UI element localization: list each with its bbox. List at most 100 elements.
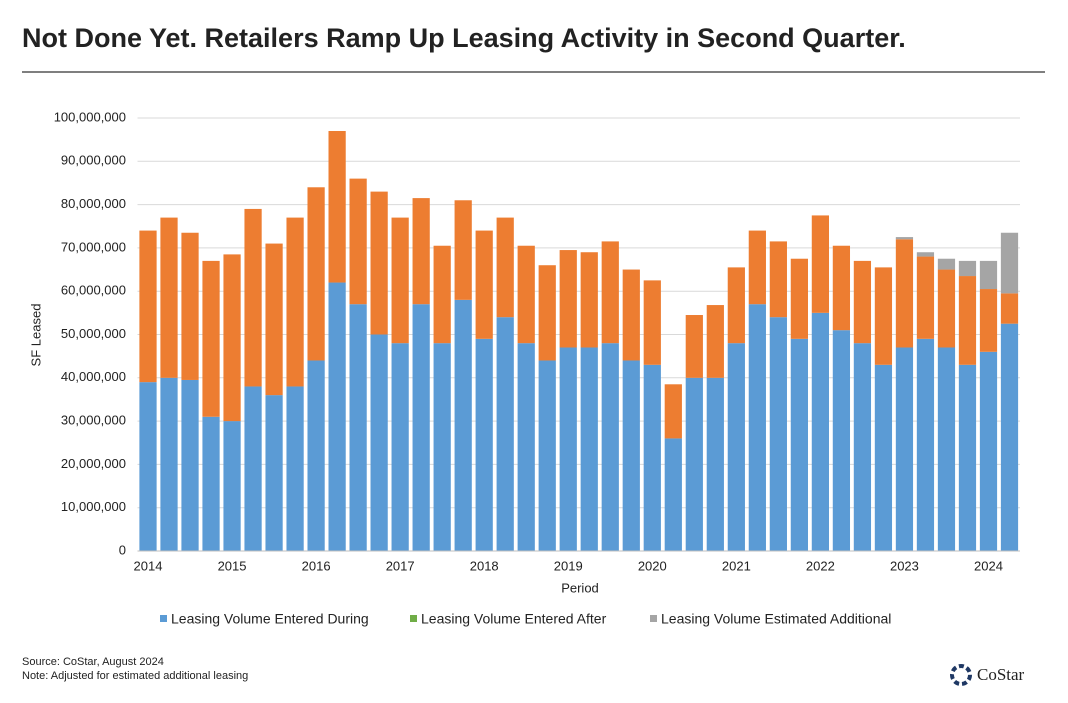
bar-segment xyxy=(748,230,766,305)
bar-segment xyxy=(475,230,493,339)
bar-segment xyxy=(559,347,577,551)
bar-segment xyxy=(517,343,535,551)
x-tick-label: 2017 xyxy=(386,558,415,573)
bar-segment xyxy=(832,330,851,551)
bar-segment xyxy=(979,289,998,352)
bar-segment xyxy=(727,343,745,551)
bar-segment xyxy=(412,304,430,551)
logo: CoStar xyxy=(950,664,1025,686)
bar-segment xyxy=(643,364,661,551)
x-tick-label: 2021 xyxy=(722,558,751,573)
legend-swatch xyxy=(160,615,167,622)
brand: CoStar xyxy=(977,665,1025,684)
bar-segment xyxy=(433,343,451,551)
legend-swatch xyxy=(410,615,417,622)
source-note: Source: CoStar, August 2024 xyxy=(22,656,164,668)
bar-segment xyxy=(958,364,977,551)
bar-segment xyxy=(853,260,872,344)
bar-segment xyxy=(748,304,766,551)
bar-segment xyxy=(643,280,661,365)
x-tick-label: 2020 xyxy=(638,558,667,573)
bar-segment xyxy=(1000,232,1019,294)
bar-segment xyxy=(160,217,178,378)
bar-segment xyxy=(811,215,830,313)
bar-segment xyxy=(979,351,998,551)
x-tick-label: 2022 xyxy=(806,558,835,573)
legend-label: Leasing Volume Entered During xyxy=(171,611,369,627)
bar-segment xyxy=(937,347,956,551)
x-tick-label: 2019 xyxy=(554,558,583,573)
y-tick-label: 60,000,000 xyxy=(61,283,126,298)
bar-segment xyxy=(328,130,346,283)
bar-segment xyxy=(202,260,220,417)
legend-swatch xyxy=(650,615,657,622)
y-tick-label: 0 xyxy=(119,542,126,557)
bar-segment xyxy=(496,317,514,551)
y-tick-label: 10,000,000 xyxy=(61,499,126,514)
bar-segment xyxy=(622,269,640,361)
bar-segment xyxy=(979,260,998,290)
x-tick-label: 2024 xyxy=(974,558,1003,573)
bar-segment xyxy=(160,377,178,551)
bar-segment xyxy=(601,343,619,551)
bar-segment xyxy=(580,252,598,348)
bar-segment xyxy=(790,338,808,551)
bar-segment xyxy=(937,269,956,348)
y-tick-label: 90,000,000 xyxy=(61,153,126,168)
y-tick-label: 20,000,000 xyxy=(61,456,126,471)
bar-segment xyxy=(685,315,703,378)
bar-segment xyxy=(370,191,388,335)
bar-segment xyxy=(895,347,914,551)
bar-segment xyxy=(790,258,808,339)
y-tick-label: 30,000,000 xyxy=(61,413,126,428)
x-tick-label: 2023 xyxy=(890,558,919,573)
bar-segment xyxy=(391,217,409,344)
bar-segment xyxy=(265,395,283,551)
bar-segment xyxy=(307,187,325,361)
y-tick-label: 100,000,000 xyxy=(54,109,126,124)
y-axis-label: SF Leased xyxy=(28,304,43,367)
bar-segment xyxy=(727,267,745,344)
legend-label: Leasing Volume Estimated Additional xyxy=(661,611,891,627)
bar-segment xyxy=(916,252,935,257)
bar-segment xyxy=(412,198,430,305)
legend-label: Leasing Volume Entered After xyxy=(421,611,607,627)
bar-segment xyxy=(601,241,619,344)
bar-segment xyxy=(916,256,935,339)
bar-segment xyxy=(832,245,851,331)
bar-segment xyxy=(370,334,388,551)
bar-segment xyxy=(958,276,977,365)
bar-segment xyxy=(895,237,914,240)
bar-segment xyxy=(307,360,325,551)
bar-segment xyxy=(139,230,157,383)
bar-segment xyxy=(580,347,598,551)
bar-segment xyxy=(769,317,787,551)
bar-segment xyxy=(559,250,577,348)
bar-segment xyxy=(181,379,199,551)
bar-segment xyxy=(454,200,472,300)
bar-segment xyxy=(664,438,682,551)
bar-segment xyxy=(874,267,893,365)
bar-segment xyxy=(1000,323,1019,551)
bar-segment xyxy=(223,254,241,422)
x-tick-label: 2018 xyxy=(470,558,499,573)
bar-segment xyxy=(685,377,703,551)
bar-segment xyxy=(538,265,556,361)
x-tick-label: 2014 xyxy=(134,558,163,573)
bar-segment xyxy=(916,338,935,551)
bar-segment xyxy=(475,338,493,551)
bar-segment xyxy=(937,258,956,270)
chart-title: Not Done Yet. Retailers Ramp Up Leasing … xyxy=(22,23,906,53)
bar-segment xyxy=(664,384,682,439)
bar-segment xyxy=(811,312,830,551)
bar-segment xyxy=(286,386,304,551)
x-tick-label: 2016 xyxy=(302,558,331,573)
bar-segment xyxy=(223,421,241,551)
bar-segment xyxy=(454,299,472,551)
bar-segment xyxy=(286,217,304,387)
bar-segment xyxy=(181,232,199,380)
footnote: Note: Adjusted for estimated additional … xyxy=(22,670,248,682)
bar-segment xyxy=(391,343,409,551)
y-tick-label: 40,000,000 xyxy=(61,369,126,384)
